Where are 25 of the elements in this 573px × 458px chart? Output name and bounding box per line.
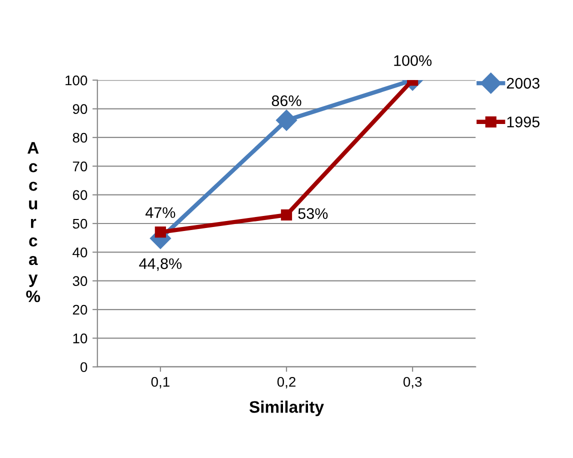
data-label: 86% bbox=[272, 95, 302, 106]
y-tick-label: 10 bbox=[73, 334, 88, 344]
data-label: 47% bbox=[146, 207, 176, 218]
y-tick-label: 80 bbox=[72, 132, 88, 143]
point bbox=[280, 209, 292, 220]
x-axis-title: Similarity bbox=[249, 400, 324, 416]
y-tick-label: 40 bbox=[72, 248, 88, 258]
y-tick-label: 50 bbox=[72, 218, 88, 229]
legend-label: 1995 bbox=[507, 116, 540, 128]
x-tick-label: 0,2 bbox=[277, 376, 296, 388]
x-tick-label: 0,1 bbox=[151, 376, 170, 388]
data-label: 44,8% bbox=[139, 258, 182, 271]
y-tick-label: 70 bbox=[72, 161, 88, 172]
y-tick-label: 20 bbox=[72, 304, 88, 315]
y-tick-label: 90 bbox=[72, 104, 88, 114]
y-tick-label: 0 bbox=[80, 362, 88, 372]
legend-label: 2003 bbox=[506, 78, 540, 89]
point bbox=[154, 226, 166, 238]
data-label: 100% bbox=[394, 55, 432, 66]
text: Accurcay% bbox=[26, 142, 40, 302]
y-tick-label: 100 bbox=[66, 75, 88, 86]
y-tick-label: 60 bbox=[72, 190, 88, 200]
y-tick-label: 30 bbox=[72, 276, 88, 286]
data-label: 53% bbox=[298, 208, 328, 220]
x-tick-label: 0,3 bbox=[403, 376, 422, 388]
